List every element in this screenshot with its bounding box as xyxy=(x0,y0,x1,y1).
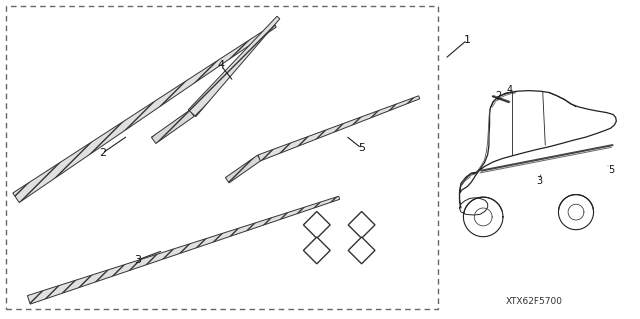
Polygon shape xyxy=(225,155,261,183)
Text: 3: 3 xyxy=(536,176,542,186)
Text: 3: 3 xyxy=(134,255,141,265)
Polygon shape xyxy=(303,237,330,264)
Polygon shape xyxy=(188,16,280,117)
Text: 4: 4 xyxy=(506,85,513,95)
Text: XTX62F5700: XTX62F5700 xyxy=(506,297,563,306)
Polygon shape xyxy=(348,211,375,238)
Polygon shape xyxy=(28,196,340,304)
Polygon shape xyxy=(152,110,194,144)
Text: 2: 2 xyxy=(99,148,106,158)
Polygon shape xyxy=(258,96,420,161)
Polygon shape xyxy=(348,237,375,264)
Text: 4: 4 xyxy=(217,60,225,70)
Text: 5: 5 xyxy=(358,143,365,153)
Text: 2: 2 xyxy=(495,91,501,101)
Text: 5: 5 xyxy=(608,165,614,175)
Text: 1: 1 xyxy=(464,35,470,45)
Polygon shape xyxy=(13,24,276,203)
Polygon shape xyxy=(303,211,330,238)
